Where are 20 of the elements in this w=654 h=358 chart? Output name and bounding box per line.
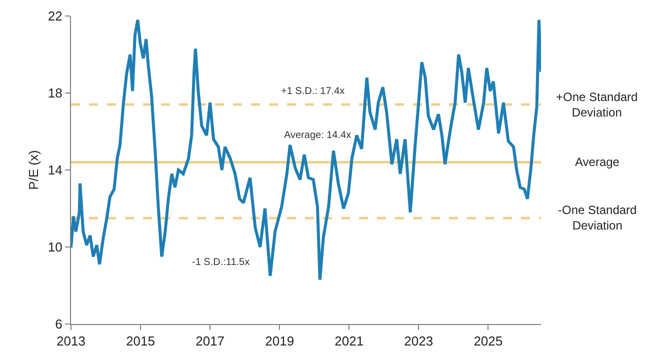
y-tick-label: 14 — [48, 162, 62, 178]
y-tick-label: 18 — [48, 86, 62, 101]
y-tick-label: 22 — [48, 8, 62, 24]
ref-line-label: +One Standard Deviation — [556, 90, 638, 120]
y-axis-title: P/E (x) — [26, 150, 41, 190]
x-tick-label: 2021 — [334, 334, 364, 349]
x-tick-label: 2025 — [474, 334, 503, 349]
x-tick-label: 2017 — [196, 334, 225, 349]
ref-line-label: Average — [575, 155, 620, 169]
x-tick-label: 2015 — [126, 334, 155, 349]
y-tick-label: 10 — [48, 240, 62, 255]
x-tick-label: 2023 — [404, 334, 434, 349]
y-tick-label: 6 — [55, 316, 62, 332]
x-tick-label: 2019 — [265, 334, 294, 349]
ref-line-label: -One Standard Deviation — [558, 203, 637, 233]
annotation: -1 S.D.:11.5x — [192, 257, 250, 268]
annotation: +1 S.D.: 17.4x — [281, 86, 345, 97]
line-series — [71, 18, 541, 282]
x-tick-label: 2013 — [56, 334, 86, 349]
annotation: Average: 14.4x — [284, 130, 352, 141]
